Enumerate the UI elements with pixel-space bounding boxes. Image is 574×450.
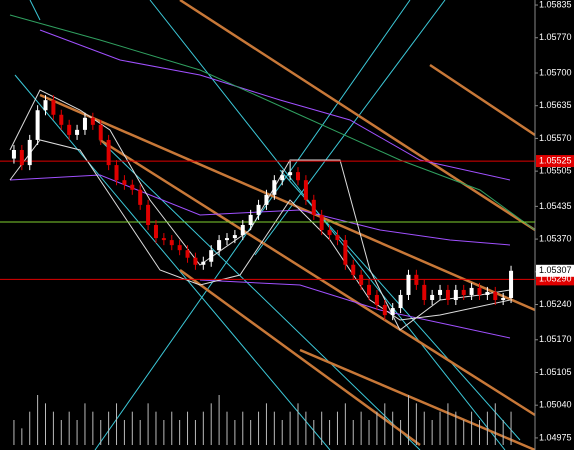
candle-body (311, 199, 316, 215)
candle-body (59, 114, 64, 125)
candle-body (35, 110, 40, 140)
candle-body (193, 257, 198, 265)
y-tick-label: 1.05240 (539, 299, 572, 309)
candle-body (232, 235, 237, 239)
y-tick-label: 1.05835 (539, 0, 572, 9)
candle-body (430, 294, 435, 300)
candle-body (445, 289, 450, 300)
last-price-label: 1.05307 (539, 265, 572, 275)
candle-body (461, 289, 466, 295)
candle-body (288, 172, 293, 176)
candle-body (98, 124, 103, 140)
candle-body (272, 180, 277, 195)
candle-body (485, 291, 490, 295)
candle-body (114, 165, 119, 181)
candle-body (75, 129, 80, 135)
candle-body (280, 175, 285, 181)
candle-body (122, 180, 127, 185)
candle-body (453, 289, 458, 300)
candle-body (469, 287, 474, 295)
y-tick-label: 1.05770 (539, 32, 572, 42)
candle-body (493, 291, 498, 300)
y-tick-label: 1.05105 (539, 367, 572, 377)
y-tick-label: 1.05370 (539, 233, 572, 243)
candle-body (67, 124, 72, 135)
y-tick-label: 1.05170 (539, 334, 572, 344)
candle-body (51, 100, 56, 115)
level-label: 1.05290 (539, 274, 572, 284)
last-price-box (536, 264, 574, 277)
candle-body (43, 100, 48, 111)
candle-body (209, 250, 214, 262)
candle-body (264, 194, 269, 205)
candle-body (335, 235, 340, 241)
candle-body (256, 204, 261, 215)
candle-body (501, 297, 506, 300)
candle-body (177, 245, 182, 251)
candle-body (248, 214, 253, 225)
candle-body (82, 117, 87, 130)
candle-body (319, 214, 324, 231)
candle-body (477, 287, 482, 295)
candle-body (185, 250, 190, 258)
candle-body (130, 184, 135, 190)
candle-body (414, 274, 419, 285)
candle-body (438, 289, 443, 295)
level-label: 1.05525 (539, 155, 572, 165)
candle-body (382, 305, 387, 316)
y-tick-label: 1.04975 (539, 432, 572, 442)
drawing-objects (9, 0, 536, 450)
y-tick-label: 1.05505 (539, 166, 572, 176)
y-tick-label: 1.05700 (539, 67, 572, 77)
candle-body (406, 274, 411, 295)
y-tick-label: 1.05435 (539, 201, 572, 211)
candle-body (327, 230, 332, 236)
candle-body (146, 204, 151, 225)
candle-body (161, 238, 166, 241)
candle-body (19, 150, 24, 166)
candle-body (343, 240, 348, 265)
candle-body (359, 274, 364, 285)
candle-body (11, 150, 16, 159)
candle-body (374, 294, 379, 306)
candle-body (390, 308, 395, 316)
y-tick-label: 1.05040 (539, 400, 572, 410)
candle-body (153, 225, 158, 239)
candle-body (224, 238, 229, 241)
candle-body (398, 294, 403, 309)
y-tick-label: 1.05635 (539, 100, 572, 110)
candle-body (351, 264, 356, 275)
y-tick-label: 1.05570 (539, 133, 572, 143)
candle-body (169, 240, 174, 246)
candle-body (27, 139, 32, 166)
candle-body (422, 284, 427, 300)
candle-body (106, 139, 111, 166)
level-label-box (536, 155, 574, 168)
candle-body (90, 117, 95, 125)
candle-body (217, 240, 222, 251)
candle-body (509, 270, 514, 298)
candle-body (367, 284, 372, 295)
candle-body (138, 189, 143, 205)
candle-body (296, 172, 301, 181)
candle-body (303, 180, 308, 200)
candle-body (201, 261, 206, 265)
candle-body (240, 225, 245, 236)
